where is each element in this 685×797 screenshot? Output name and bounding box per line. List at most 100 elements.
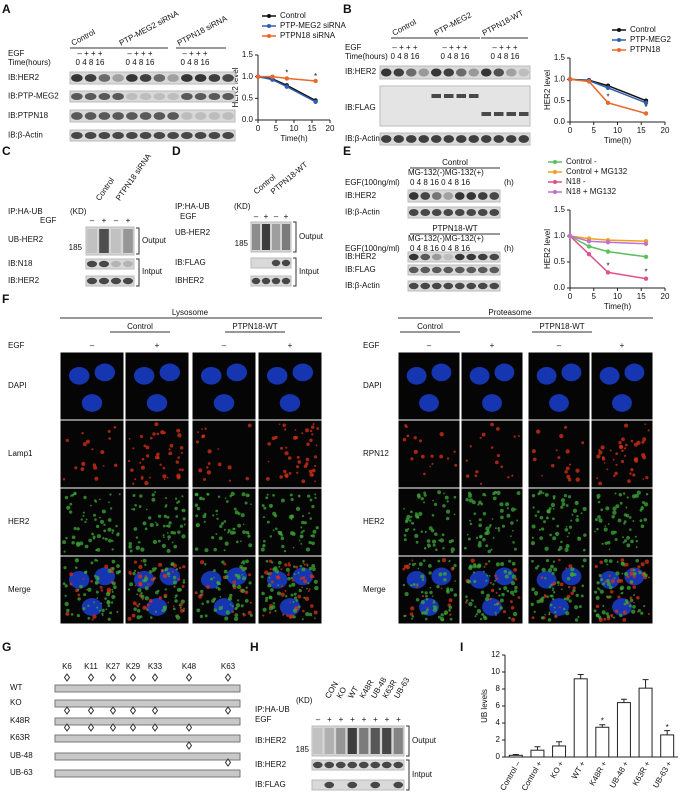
- point: [605, 100, 611, 106]
- signal-dot: [171, 561, 175, 566]
- signal-dot: [565, 611, 570, 616]
- signal-dot: [411, 563, 415, 567]
- signal-dot: [291, 582, 296, 587]
- blot-band: [181, 131, 193, 140]
- signal-dot: [616, 610, 619, 613]
- signal-dot: [548, 585, 552, 589]
- series-line: [258, 75, 316, 82]
- blot-band: [98, 260, 110, 268]
- signal-dot: [162, 466, 166, 470]
- blot-band: [167, 112, 179, 120]
- error-bar: [534, 746, 541, 751]
- signal-dot: [622, 492, 626, 495]
- nucleus: [266, 366, 288, 385]
- blot-smear: [87, 229, 97, 253]
- signal-dot: [266, 493, 269, 496]
- blot-label: IB:HER2: [255, 736, 287, 745]
- signal-dot: [496, 490, 501, 495]
- signal-dot: [484, 596, 490, 602]
- column-header: PTPN18 siRNA: [176, 13, 229, 47]
- signal-dot: [623, 539, 628, 543]
- signal-dot: [411, 559, 414, 562]
- blot-band: [456, 68, 467, 77]
- point: [586, 252, 592, 257]
- signal-dot: [154, 521, 157, 524]
- signal-dot: [109, 493, 112, 496]
- signal-dot: [541, 474, 543, 477]
- signal-dot: [402, 437, 407, 442]
- signal-dot: [439, 454, 444, 459]
- signal-dot: [240, 588, 246, 593]
- signal-dot: [544, 613, 546, 616]
- signal-dot: [107, 527, 112, 532]
- signal-dot: [87, 616, 91, 620]
- signal-dot: [637, 609, 641, 613]
- signal-dot: [494, 574, 497, 578]
- signal-dot: [177, 578, 181, 581]
- error-bar: [556, 741, 563, 746]
- bar: [552, 745, 567, 758]
- nucleus: [266, 570, 288, 589]
- blot-band: [477, 266, 488, 274]
- blot-band: [358, 761, 369, 769]
- signal-dot: [228, 479, 231, 482]
- signal-dot: [308, 540, 312, 545]
- blot-label: IB:HER2: [345, 67, 377, 76]
- signal-dot: [431, 514, 435, 517]
- signal-dot: [176, 501, 179, 504]
- signal-dot: [138, 574, 143, 579]
- x-tick-label: UB-48 +: [608, 759, 631, 789]
- signal-dot: [140, 465, 145, 470]
- signal-dot: [314, 464, 317, 468]
- signal-dot: [172, 575, 177, 580]
- signal-dot: [494, 611, 497, 614]
- signal-dot: [229, 603, 232, 606]
- signal-dot: [71, 493, 75, 497]
- egf-sign: –: [316, 715, 321, 724]
- legend-label: PTPN18: [630, 45, 661, 54]
- signal-dot: [480, 590, 485, 595]
- signal-dot: [146, 608, 149, 611]
- bracket: [136, 227, 140, 255]
- blot: [69, 129, 236, 142]
- blot-band: [481, 68, 492, 77]
- signal-dot: [420, 574, 425, 579]
- blot-smear: [111, 229, 121, 253]
- blot-label: IB:HER2: [345, 252, 377, 261]
- blot-band: [456, 135, 467, 143]
- signal-dot: [617, 595, 621, 599]
- signal-dot: [545, 516, 549, 520]
- signal-dot: [155, 523, 159, 527]
- signal-dot: [424, 591, 428, 595]
- signal-dot: [552, 597, 555, 601]
- signal-dot: [564, 470, 568, 474]
- signal-dot: [537, 564, 540, 568]
- signal-dot: [80, 518, 84, 521]
- legend-swatch: [267, 34, 271, 38]
- lysine-marker: [63, 723, 71, 732]
- blot-band: [444, 94, 454, 98]
- annotation: *: [601, 716, 604, 725]
- row-label: HER2: [8, 517, 30, 526]
- signal-dot: [421, 611, 425, 615]
- signal-dot: [172, 607, 176, 611]
- signal-dot: [139, 461, 142, 464]
- signal-dot: [141, 457, 145, 461]
- blot-band: [324, 761, 335, 769]
- signal-dot: [411, 615, 415, 618]
- signal-dot: [287, 573, 290, 576]
- signal-dot: [211, 536, 215, 540]
- signal-dot: [441, 557, 447, 563]
- signal-dot: [475, 470, 479, 474]
- signal-dot: [531, 559, 534, 563]
- blot-smear: [313, 728, 323, 754]
- signal-dot: [95, 524, 100, 529]
- signal-dot: [204, 614, 208, 618]
- signal-dot: [224, 616, 229, 621]
- blot: [69, 109, 236, 123]
- signal-dot: [265, 496, 269, 500]
- series-line: [569, 235, 647, 280]
- signal-dot: [417, 567, 420, 570]
- signal-dot: [626, 585, 631, 590]
- blot-smear: [282, 224, 290, 250]
